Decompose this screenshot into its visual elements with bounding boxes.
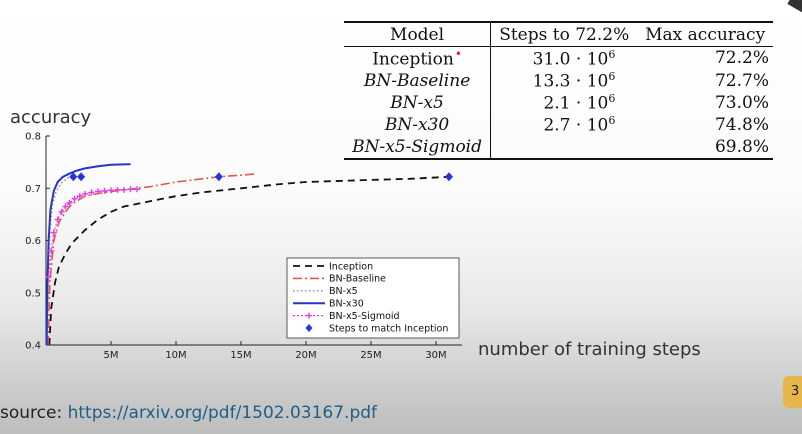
series-line-bn-x30	[45, 163, 131, 346]
series-point-bn-x5-sigmoid	[66, 199, 73, 206]
steps-exponent: 6	[608, 47, 616, 61]
steps-base: · 10	[570, 71, 609, 92]
header-max-accuracy: Max accuracy	[637, 21, 773, 47]
cell-model: BN-x5	[344, 91, 492, 114]
steps-exponent: 6	[608, 113, 616, 127]
y-axis-label: accuracy	[10, 107, 92, 128]
steps-mantissa: 2.1	[543, 93, 571, 114]
series-point-bn-x5-sigmoid	[50, 229, 57, 236]
cell-max-accuracy: 74.8%	[714, 114, 769, 135]
cell-max-accuracy: 73.0%	[714, 92, 769, 113]
x-tick-label: 25M	[360, 350, 381, 361]
y-tick-label: 0.4	[25, 341, 41, 352]
cell-max-accuracy: 69.8%	[637, 135, 773, 160]
series-point-bn-x5-sigmoid	[82, 190, 88, 197]
series-line-bn-x5-sigmoid	[48, 188, 137, 278]
x-tick-label: 15M	[230, 350, 251, 361]
steps-base: · 10	[570, 115, 609, 136]
series-point-bn-x5-sigmoid	[108, 187, 114, 194]
cell-model: BN-Baseline	[344, 69, 492, 92]
steps-mantissa: 31.0	[532, 49, 571, 70]
x-tick-label: 20M	[295, 350, 316, 361]
steps-exponent: 6	[608, 69, 616, 83]
cell-steps	[490, 135, 638, 160]
series-point-bn-x5-sigmoid	[54, 216, 61, 223]
series-point-bn-x5-sigmoid	[127, 186, 134, 193]
cell-steps: 13.3 · 106	[491, 70, 638, 92]
header-model: Model	[344, 21, 492, 47]
cell-model: Inception•	[344, 46, 492, 70]
series-line-inception	[48, 175, 450, 346]
steps-base: · 10	[570, 93, 609, 114]
legend-box	[286, 257, 460, 339]
cell-max-accuracy: 72.2%	[714, 48, 769, 69]
y-tick-label: 0.7	[25, 184, 41, 195]
legend-entry: BN-x5-Sigmoid	[329, 311, 400, 322]
header-steps: Steps to 72.2%	[490, 21, 638, 47]
steps-base: · 10	[570, 49, 609, 70]
model-name: Inception	[372, 49, 454, 70]
series-point-bn-x5-sigmoid	[45, 274, 52, 281]
match-inception-marker	[77, 172, 86, 182]
table-row: Inception• 31.0 · 106 72.2%	[344, 46, 773, 70]
cell-steps: 2.1 · 106	[491, 92, 638, 114]
series-point-bn-x5-sigmoid	[121, 186, 127, 193]
source-link[interactable]: https://arxiv.org/pdf/1502.03167.pdf	[67, 403, 378, 423]
cell-model: BN-x5-Sigmoid	[344, 135, 492, 160]
steps-mantissa: 13.3	[532, 71, 571, 92]
series-line-bn-baseline	[47, 173, 255, 346]
table-row: BN-x5-Sigmoid 69.8%	[344, 135, 773, 160]
cell-model: BN-x30	[344, 113, 492, 136]
series-point-bn-x5-sigmoid	[101, 187, 108, 194]
match-inception-marker	[69, 172, 78, 182]
match-inception-marker	[214, 172, 223, 182]
series-point-bn-x5-sigmoid	[76, 193, 83, 200]
legend-entry: BN-x30	[329, 299, 364, 310]
y-tick-label: 0.5	[25, 288, 41, 299]
model-name: BN-Baseline	[363, 70, 471, 91]
cell-steps: 2.7 · 106	[491, 114, 638, 136]
legend-entry: Inception	[329, 261, 373, 272]
x-axis-label: number of training steps	[478, 339, 701, 360]
results-table: Model Steps to 72.2% Max accuracy Incept…	[344, 21, 773, 160]
table-row: BN-x5 2.1 · 106 73.0%	[344, 91, 773, 114]
match-inception-marker	[445, 172, 453, 182]
table-row: BN-Baseline 13.3 · 106 72.7%	[344, 69, 773, 92]
red-dot-icon: •	[454, 47, 462, 61]
x-tick-label: 30M	[425, 350, 446, 361]
series-point-bn-x5-sigmoid	[95, 188, 101, 195]
legend-plus-icon	[306, 312, 312, 319]
legend-entry: Steps to match Inception	[329, 323, 448, 334]
x-tick-label: 10M	[165, 350, 186, 361]
cell-max-accuracy: 72.7%	[714, 70, 769, 91]
legend-diamond-icon	[305, 324, 313, 332]
series-point-bn-x5-sigmoid	[62, 203, 69, 210]
steps-mantissa: 2.7	[543, 115, 571, 136]
table-header-row: Model Steps to 72.2% Max accuracy	[344, 21, 773, 47]
page-number-badge: 3	[783, 376, 802, 408]
y-tick-label: 0.8	[25, 132, 41, 143]
table-row: BN-x30 2.7 · 106 74.8%	[344, 113, 773, 136]
source-line: source: https://arxiv.org/pdf/1502.03167…	[0, 403, 377, 423]
series-point-bn-x5-sigmoid	[71, 195, 78, 202]
legend-entry: BN-x5	[329, 286, 358, 297]
source-prefix: source:	[0, 403, 68, 423]
series-line-bn-x5	[46, 176, 74, 346]
x-tick-label: 5M	[104, 350, 119, 361]
series-point-bn-x5-sigmoid	[48, 247, 55, 254]
series-point-bn-x5-sigmoid	[88, 189, 95, 196]
model-name: BN-x5-Sigmoid	[352, 136, 482, 157]
series-point-bn-x5-sigmoid	[134, 186, 140, 193]
steps-exponent: 6	[608, 91, 616, 105]
series-point-bn-x5-sigmoid	[58, 208, 65, 215]
y-tick-label: 0.6	[25, 236, 41, 247]
legend-entry: BN-Baseline	[329, 274, 386, 285]
series-point-bn-x5-sigmoid	[114, 186, 121, 193]
model-name: BN-x5	[390, 92, 444, 113]
cell-steps: 31.0 · 106	[491, 47, 638, 70]
model-name: BN-x30	[384, 114, 450, 135]
